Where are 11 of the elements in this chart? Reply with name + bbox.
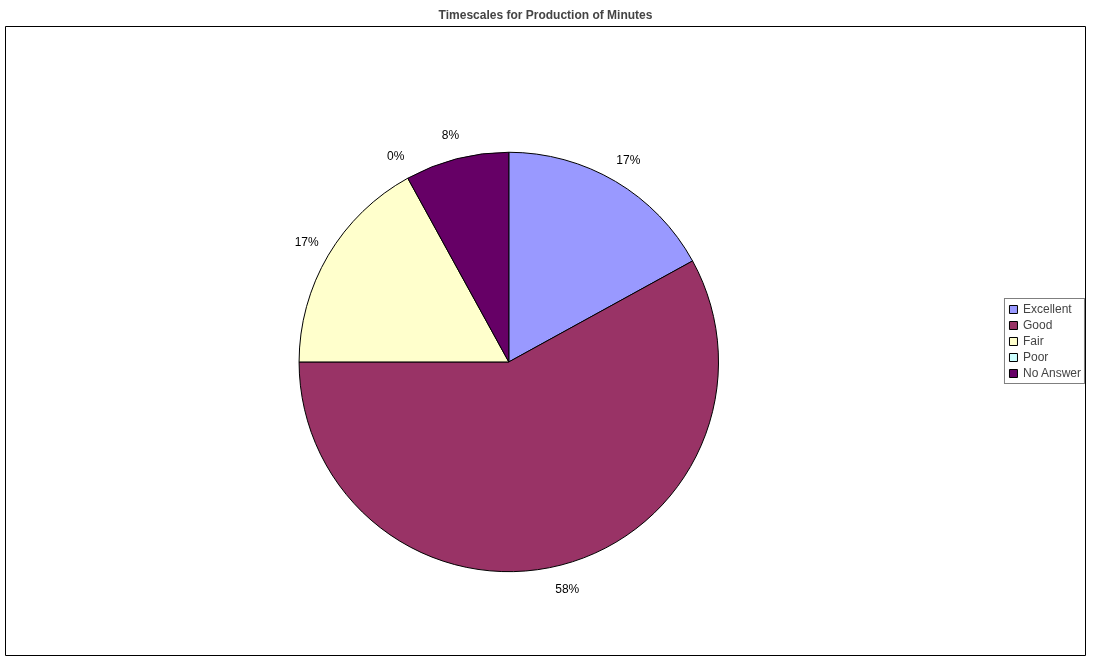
legend-label: Excellent — [1022, 301, 1072, 316]
data-label: 58% — [555, 582, 580, 597]
data-label: 8% — [441, 127, 460, 142]
data-label: 17% — [294, 235, 319, 250]
data-label: 17% — [616, 152, 641, 167]
chart-title: Timescales for Production of Minutes — [438, 7, 653, 22]
text: 0% — [386, 149, 405, 164]
legend-label: No Answer — [1022, 365, 1081, 380]
legend-label: Good — [1022, 317, 1053, 332]
legend-label: Fair — [1022, 333, 1044, 348]
legend-label: Poor — [1022, 349, 1049, 364]
